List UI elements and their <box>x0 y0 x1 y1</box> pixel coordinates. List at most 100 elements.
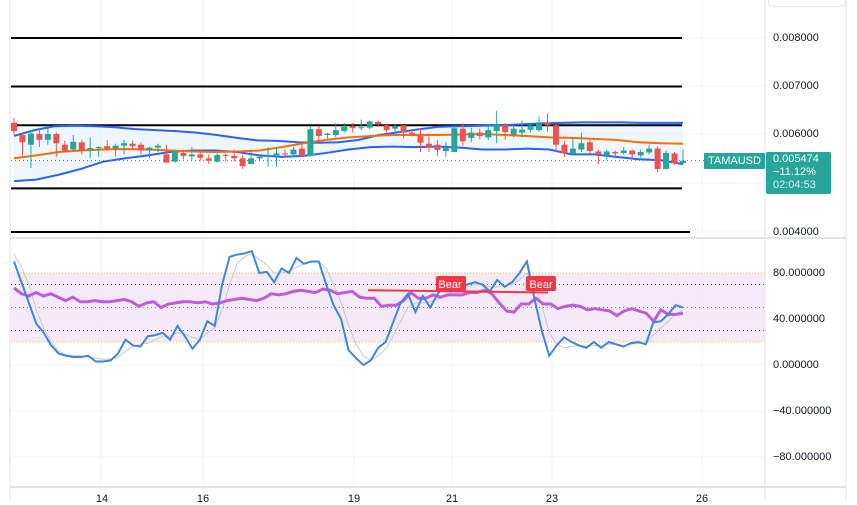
candle-body <box>315 129 322 136</box>
candle-body <box>154 145 161 148</box>
candle-body <box>298 148 305 156</box>
price-tick: 0.006000 <box>773 128 819 140</box>
candle-body <box>256 156 263 159</box>
symbol-label: TAMAUSD <box>704 153 765 169</box>
candle-body <box>231 155 238 159</box>
candle-body <box>78 142 85 152</box>
candle-body <box>493 125 500 132</box>
candle-body <box>358 127 365 129</box>
candle-body <box>654 148 661 169</box>
candle-body <box>366 121 373 128</box>
candle-body <box>188 154 195 157</box>
bollinger-lower-line <box>13 145 684 183</box>
candle-body <box>519 129 526 133</box>
candle-body <box>19 135 26 143</box>
rsi-line <box>13 286 684 324</box>
candle-body <box>11 122 17 132</box>
candle-body <box>383 125 390 131</box>
candle-body <box>663 152 670 169</box>
candle-body <box>222 154 229 156</box>
osc-tick: 80.000000 <box>773 267 825 279</box>
candle-body <box>476 132 483 136</box>
candle-body <box>400 125 407 133</box>
candle-body <box>375 121 382 125</box>
candle-body <box>121 143 128 146</box>
candle-body <box>586 142 593 152</box>
chart-settings-button[interactable] <box>768 0 846 7</box>
candle-body <box>459 128 466 142</box>
candle-body <box>612 151 619 154</box>
bear-label: Bear <box>438 279 462 291</box>
candle-body <box>146 147 153 151</box>
candle-body <box>239 158 246 167</box>
osc-tick: 40.000000 <box>773 313 825 325</box>
candle-body <box>595 151 602 155</box>
candle-body <box>290 149 297 155</box>
price-tick: 0.004000 <box>773 226 819 238</box>
candle-body <box>629 150 636 155</box>
bear-label-bg <box>436 276 466 291</box>
time-tick: 19 <box>347 493 361 505</box>
candle-body <box>205 158 212 161</box>
candle-body <box>163 154 170 163</box>
price-tick: 0.007000 <box>773 80 819 92</box>
candle-body <box>417 135 424 143</box>
candle-body <box>434 144 441 151</box>
candle-body <box>349 126 356 129</box>
candle-body <box>129 143 136 147</box>
candle-body <box>620 150 627 153</box>
bear-label: Bear <box>529 279 553 291</box>
candle-body <box>392 126 399 129</box>
change-percent: −11.12% <box>773 166 816 178</box>
candle-body <box>502 125 509 133</box>
candle-body <box>104 146 111 149</box>
time-tick: 21 <box>445 493 459 505</box>
bear-label-bg <box>526 276 556 291</box>
last-price: 0.005474 <box>773 153 819 165</box>
candle-body <box>95 147 102 149</box>
candle-body <box>578 143 585 150</box>
candle-body <box>44 134 51 140</box>
candle-body <box>569 148 576 154</box>
candle-body <box>53 134 60 144</box>
candle-body <box>248 158 255 165</box>
candle-body <box>425 143 432 148</box>
candle-body <box>281 153 288 155</box>
candle-body <box>451 128 458 152</box>
osc-tick: 0.000000 <box>773 359 819 371</box>
stoch-k-line <box>13 249 684 367</box>
time-tick: 26 <box>695 493 709 505</box>
candle-body <box>87 148 94 150</box>
candle-body <box>171 151 178 162</box>
candle-body <box>552 125 559 145</box>
candle-body <box>561 144 568 154</box>
candle-body <box>536 123 543 131</box>
candle-body <box>442 148 449 152</box>
bar-countdown: 02:04:53 <box>773 179 816 191</box>
candle-body <box>197 154 204 158</box>
candle-body <box>646 148 653 153</box>
candle-body <box>637 151 644 156</box>
candle-body <box>27 133 34 145</box>
candle-body <box>36 134 43 140</box>
candle-body <box>510 128 517 135</box>
time-tick: 16 <box>196 493 210 505</box>
candle-body <box>138 144 145 151</box>
candle-body <box>265 155 272 157</box>
candle-body <box>468 132 475 138</box>
time-tick: 23 <box>545 493 559 505</box>
candle-body <box>485 130 492 138</box>
candle-body <box>332 130 339 135</box>
candle-body <box>112 145 119 149</box>
bollinger-fill <box>14 122 683 182</box>
candle-body <box>671 153 678 164</box>
candle-body <box>307 129 314 156</box>
candle-body <box>603 151 610 156</box>
candle-body <box>544 122 551 126</box>
osc-tick: −80.000000 <box>773 451 832 463</box>
last-price-tag: 0.005474 −11.12% 02:04:53 <box>766 152 831 194</box>
bollinger-upper-line <box>13 121 683 144</box>
candle-body <box>70 141 77 150</box>
